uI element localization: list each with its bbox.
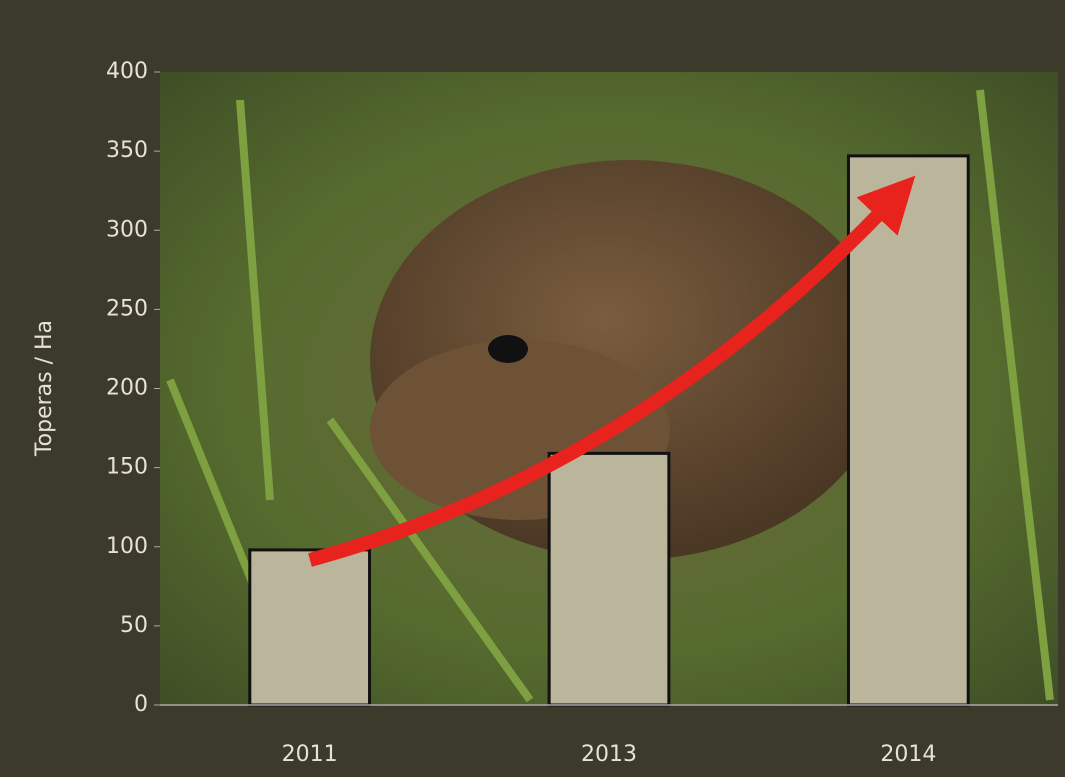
photo-grass (166, 89, 1054, 703)
y-tick-label: 200 (106, 376, 148, 401)
y-tick-label: 0 (134, 692, 148, 717)
trend-arrow (308, 175, 916, 567)
bar (846, 154, 970, 707)
y-tick-label: 150 (106, 455, 148, 480)
bar (547, 451, 671, 707)
y-tick-label: 100 (106, 534, 148, 559)
y-tick-label: 300 (106, 217, 148, 242)
x-tick-label: 2011 (282, 742, 338, 767)
plot (248, 154, 970, 707)
x-tick-label: 2013 (581, 742, 637, 767)
bar (248, 548, 372, 707)
y-tick-label: 50 (120, 613, 148, 638)
y-tick-label: 350 (106, 138, 148, 163)
y-axis-label: Toperas / Ha (32, 320, 57, 457)
photo-vole-eye (488, 335, 528, 363)
y-tick-label: 400 (106, 59, 148, 84)
y-tick-label: 250 (106, 296, 148, 321)
x-tick-label: 2014 (880, 742, 936, 767)
